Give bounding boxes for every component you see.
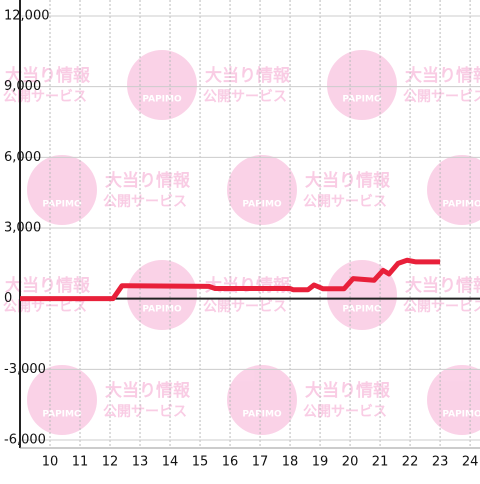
watermark-text: 大当り情報: [105, 380, 191, 401]
watermark-text: 公開サービス: [203, 89, 287, 105]
watermark-logo: [227, 365, 297, 435]
x-tick-label: 18: [282, 455, 299, 470]
watermark-text: 公開サービス: [3, 89, 87, 105]
watermark-logo-text: PAPIMO: [142, 305, 182, 315]
x-tick-label: 15: [192, 455, 209, 470]
watermark-text: 公開サービス: [403, 299, 480, 315]
watermark-text: 公開サービス: [103, 404, 187, 420]
watermark-text: 大当り情報: [205, 275, 291, 296]
x-tick-label: 12: [102, 455, 119, 470]
watermark-text: 公開サービス: [303, 404, 387, 420]
watermark-logo-text: PAPIMO: [42, 200, 82, 210]
x-tick-label: 14: [162, 455, 179, 470]
x-tick-label: 11: [72, 455, 89, 470]
watermark-text: 大当り情報: [205, 65, 291, 86]
watermark-text: 公開サービス: [3, 299, 87, 315]
x-tick-label: 19: [312, 455, 329, 470]
watermark-logo-text: PAPIMO: [442, 200, 480, 210]
watermark-text: 大当り情報: [5, 65, 91, 86]
watermark-logo: [427, 365, 480, 435]
y-tick-label: 3,000: [4, 221, 41, 236]
watermark-logo-text: PAPIMO: [242, 200, 282, 210]
y-tick-label: 6,000: [4, 150, 41, 165]
x-tick-label: 24: [462, 455, 479, 470]
y-tick-label: 12,000: [4, 9, 50, 24]
watermark-logo-text: PAPIMO: [442, 410, 480, 420]
x-tick-label: 16: [222, 455, 239, 470]
y-tick-label: -6,000: [4, 433, 46, 448]
watermark-logo: [27, 155, 97, 225]
watermark-text: 大当り情報: [305, 380, 391, 401]
watermark-text: 大当り情報: [405, 65, 480, 86]
watermark-text: 大当り情報: [405, 275, 480, 296]
watermark-logo: [127, 50, 197, 120]
watermark-text: 大当り情報: [5, 275, 91, 296]
watermark-text: 公開サービス: [203, 299, 287, 315]
x-tick-label: 17: [252, 455, 269, 470]
watermark-logo-text: PAPIMO: [342, 95, 382, 105]
watermark-logo-text: PAPIMO: [342, 305, 382, 315]
x-tick-label: 10: [42, 455, 59, 470]
data-line: [20, 257, 441, 302]
watermark-text: 公開サービス: [303, 194, 387, 210]
y-tick-label: -3,000: [4, 362, 46, 377]
watermark-logo: [327, 50, 397, 120]
watermark-logo-text: PAPIMO: [242, 410, 282, 420]
watermark-logo: [27, 365, 97, 435]
watermark-logo-text: PAPIMO: [42, 410, 82, 420]
x-tick-label: 13: [132, 455, 149, 470]
x-tick-label: 22: [402, 455, 419, 470]
watermark-text: 大当り情報: [105, 170, 191, 191]
watermark-logo: [127, 260, 197, 330]
x-tick-label: 21: [372, 455, 389, 470]
watermark-logo-text: PAPIMO: [142, 95, 182, 105]
watermark-logo: [227, 155, 297, 225]
watermark-text: 公開サービス: [403, 89, 480, 105]
watermark-logo: [427, 155, 480, 225]
y-tick-label: 0: [4, 291, 12, 306]
watermark-text: 公開サービス: [103, 194, 187, 210]
x-tick-label: 23: [432, 455, 449, 470]
watermark-text: 大当り情報: [305, 170, 391, 191]
y-tick-label: 9,000: [4, 79, 41, 94]
x-tick-label: 20: [342, 455, 359, 470]
